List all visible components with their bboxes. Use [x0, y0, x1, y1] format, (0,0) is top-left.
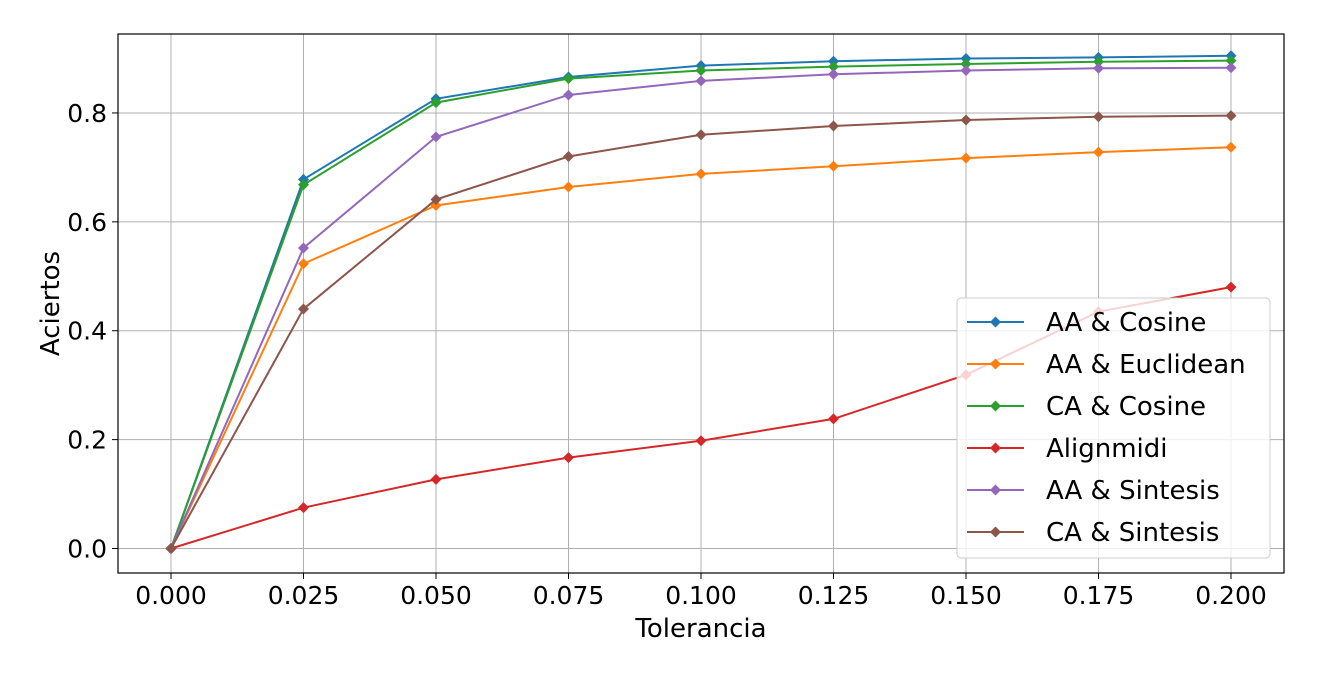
data-point: [563, 151, 574, 162]
legend-item: CA & Cosine: [967, 392, 1206, 422]
data-point: [695, 75, 707, 87]
data-point: [430, 194, 442, 206]
x-tick-label: 0.025: [268, 581, 340, 610]
legend-box: [956, 297, 1271, 559]
data-point: [695, 64, 707, 76]
legend-label: AA & Euclidean: [1046, 350, 1246, 380]
data-point: [828, 413, 839, 425]
x-tick-label: 0.000: [135, 581, 207, 610]
legend-swatch-marker: [990, 316, 1001, 328]
x-tick-label: 0.175: [1063, 581, 1135, 610]
y-tick-label: 0.8: [67, 99, 107, 128]
data-point: [298, 258, 309, 270]
series-2: [165, 55, 1237, 554]
data-point: [430, 97, 442, 109]
data-point: [828, 120, 839, 132]
data-point: [960, 64, 972, 76]
data-point: [960, 58, 972, 70]
y-tick-label: 0.4: [67, 317, 107, 346]
data-point: [1225, 281, 1237, 293]
data-point: [563, 73, 574, 85]
legend-label: AA & Cosine: [1046, 308, 1206, 338]
data-point: [1093, 56, 1104, 68]
data-point: [298, 242, 309, 254]
data-point: [1225, 55, 1237, 67]
legend-swatch-marker: [990, 526, 1001, 538]
data-point: [828, 160, 839, 172]
data-point: [1225, 110, 1237, 122]
legend-item: AA & Cosine: [967, 308, 1206, 338]
data-point: [298, 179, 309, 191]
y-tick-label: 0.2: [67, 426, 107, 455]
legend-swatch-marker: [990, 400, 1001, 412]
data-point: [1093, 62, 1104, 74]
data-point: [1093, 146, 1104, 158]
x-tick-label: 0.100: [665, 581, 737, 610]
data-point: [563, 89, 574, 101]
legend-swatch-marker: [990, 442, 1001, 454]
data-point: [563, 452, 574, 464]
legend-item: CA & Sintesis: [967, 518, 1219, 548]
y-tick-label: 0.6: [67, 208, 107, 237]
data-point: [695, 435, 707, 447]
series-4: [165, 62, 1237, 554]
y-tick-label: 0.0: [67, 535, 107, 564]
x-tick-label: 0.200: [1195, 581, 1267, 610]
x-tick-label: 0.150: [930, 581, 1002, 610]
data-point: [165, 543, 177, 554]
data-point: [298, 303, 309, 315]
legend-item: Alignmidi: [967, 434, 1168, 464]
series-1: [165, 141, 1237, 554]
data-point: [430, 473, 442, 485]
data-point: [960, 152, 972, 164]
legend-label: Alignmidi: [1046, 434, 1168, 464]
data-point: [563, 181, 574, 193]
data-point: [1093, 111, 1104, 123]
data-point: [430, 131, 442, 143]
legend-swatch-marker: [990, 484, 1001, 496]
legend-label: AA & Sintesis: [1046, 476, 1220, 506]
x-tick-label: 0.125: [798, 581, 870, 610]
data-point: [1225, 62, 1237, 74]
data-point: [695, 129, 707, 141]
x-tick-label: 0.075: [533, 581, 605, 610]
legend-swatch-marker: [990, 358, 1001, 370]
legend-item: AA & Sintesis: [967, 476, 1220, 506]
legend-item: AA & Euclidean: [967, 350, 1246, 380]
legend: AA & Cosine AA & Euclidean CA & Cosine Alig…: [956, 297, 1271, 559]
data-point: [960, 114, 972, 126]
y-axis-label: Aciertos: [36, 251, 66, 356]
x-axis-label: Tolerancia: [634, 614, 766, 644]
data-point: [828, 68, 839, 80]
legend-label: CA & Sintesis: [1046, 518, 1219, 548]
legend-label: CA & Cosine: [1046, 392, 1206, 422]
data-point: [1225, 141, 1237, 153]
data-point: [695, 168, 707, 180]
ticks: 0.000 0.025 0.050 0.075 0.100 0.125 0.150 0.175…: [67, 99, 1267, 610]
series-layer: [165, 50, 1237, 554]
x-tick-label: 0.050: [400, 581, 472, 610]
data-point: [298, 502, 309, 514]
series-5: [165, 110, 1237, 554]
data-point: [828, 61, 839, 73]
